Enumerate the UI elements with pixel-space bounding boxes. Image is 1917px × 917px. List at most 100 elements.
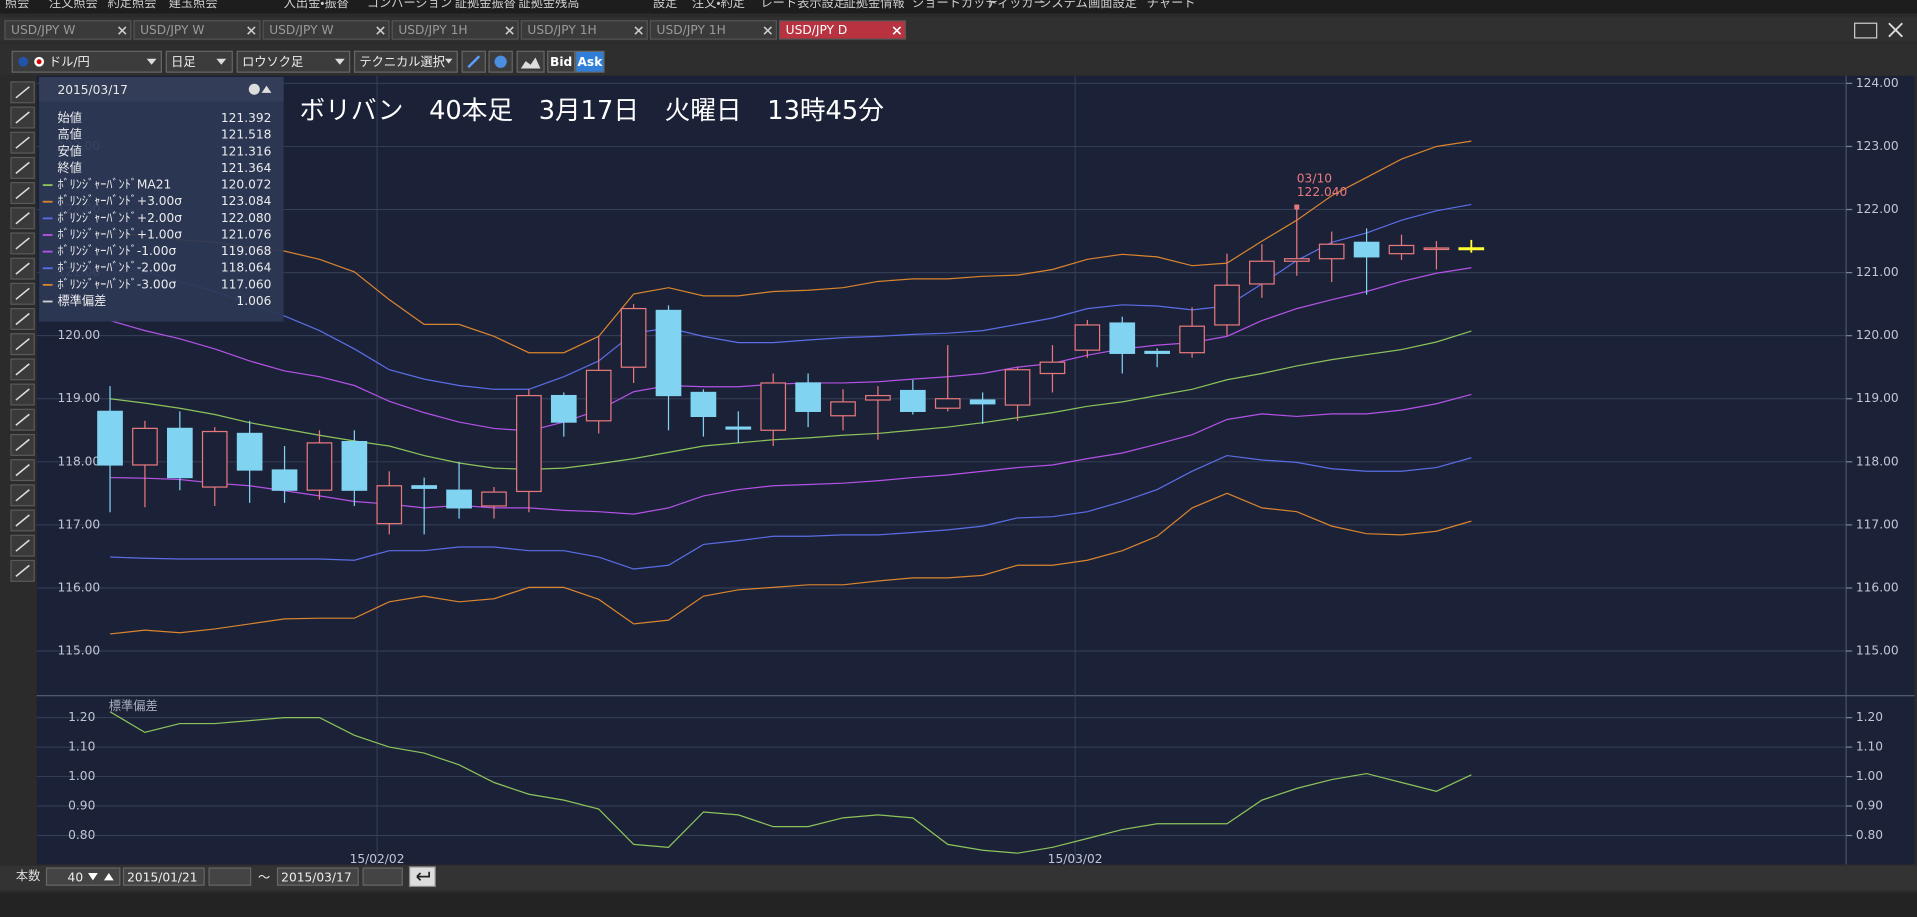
ask-button[interactable] [575, 50, 605, 73]
menu-item[interactable]: レート表示設定 [760, 0, 846, 10]
row-label: ﾎﾞﾘﾝｼﾞｬｰﾊﾞﾝﾄﾞMA21 [57, 178, 171, 192]
row-label: ﾎﾞﾘﾝｼﾞｬｰﾊﾞﾝﾄﾞ+1.00σ [57, 227, 182, 241]
bid-label: Bid [550, 55, 572, 69]
y-tick-label: 1.10 [1856, 740, 1883, 754]
menu-item[interactable]: 証拠金残高 [518, 0, 579, 10]
candle-body [1283, 258, 1310, 262]
candle-body [725, 426, 752, 430]
pair-label: ドル/円 [49, 55, 90, 69]
menu-item[interactable]: 画面設定 [1088, 0, 1137, 10]
y-tick-label: 1.00 [1856, 769, 1883, 783]
info-icon [494, 55, 507, 68]
tool-icon [15, 338, 30, 351]
tab-close[interactable] [892, 26, 902, 35]
count-down[interactable] [88, 872, 98, 881]
menu-item[interactable]: 設定 [653, 0, 677, 10]
tool-icon [15, 388, 30, 401]
to-input[interactable] [276, 867, 359, 886]
pair-select[interactable] [11, 50, 162, 73]
candle-body [1388, 244, 1415, 255]
tab[interactable] [520, 20, 648, 40]
menu-item[interactable]: コンバージョン [367, 0, 452, 10]
menu-item[interactable]: 照会 [5, 0, 29, 10]
style-label: ロウソク足 [242, 55, 303, 69]
count-input[interactable] [45, 867, 121, 886]
candle-body [446, 489, 472, 509]
timeframe-select[interactable] [165, 50, 233, 73]
menu-item[interactable]: 約定照会 [108, 0, 157, 10]
tab[interactable] [778, 20, 907, 40]
tool-icon [15, 363, 30, 376]
menu-item[interactable]: 注文・約定 [692, 0, 745, 10]
dropdown-arrow [334, 58, 345, 65]
tab[interactable] [133, 20, 261, 40]
band-line [109, 330, 1472, 470]
info-icon[interactable] [248, 83, 260, 95]
candle-body [1109, 322, 1136, 354]
bid-button[interactable] [547, 50, 576, 73]
area-icon [520, 57, 541, 69]
y-tick-label: 0.90 [1856, 799, 1883, 813]
candle-body [550, 394, 577, 423]
candle-body [1179, 325, 1205, 354]
candle-body [1458, 247, 1485, 251]
chart-title: ボリバン 40本足 3月17日 火曜日 13時45分 [300, 96, 885, 126]
tab-label: USD/JPY 1H [657, 23, 726, 37]
band-line [110, 393, 1472, 515]
y-tick-label: 118.00 [1856, 454, 1899, 468]
candle-body [341, 441, 368, 491]
tool-icon [15, 237, 30, 250]
menu-item[interactable]: 証拠金振替 [455, 0, 516, 10]
collapse-icon[interactable] [261, 85, 272, 93]
row-value: 122.080 [221, 211, 272, 225]
timeframe-label: 日足 [171, 55, 195, 69]
tab-close[interactable] [376, 26, 385, 35]
row-label: ﾎﾞﾘﾝｼﾞｬｰﾊﾞﾝﾄﾞ-1.00σ [57, 244, 176, 258]
menu-item[interactable]: 入出金・振替 [284, 0, 349, 10]
candle-body [795, 382, 821, 412]
y-tick-label: 124.00 [1856, 76, 1899, 90]
tab-close[interactable] [505, 26, 514, 35]
from-time-input[interactable] [208, 867, 252, 886]
tab[interactable] [4, 20, 132, 40]
annotation-date: 03/10 [1297, 171, 1332, 185]
menu-item[interactable]: 注文照会 [49, 0, 98, 10]
tab-label: USD/JPY 1H [527, 23, 596, 37]
tab[interactable] [649, 20, 777, 40]
row-label: ﾎﾞﾘﾝｼﾞｬｰﾊﾞﾝﾄﾞ+3.00σ [57, 194, 182, 208]
tab[interactable] [262, 20, 390, 40]
candle-body [97, 410, 123, 466]
to-time-input[interactable] [362, 867, 403, 886]
technical-select[interactable] [353, 50, 458, 73]
menu-bar [0, 0, 1917, 14]
candle-body [1423, 247, 1450, 251]
tool-icon [15, 514, 30, 527]
close-button[interactable] [1888, 22, 1903, 38]
menu-item[interactable]: チャート [1147, 0, 1196, 10]
menu-item[interactable]: ティッカー [985, 0, 1045, 10]
candle-body [969, 399, 996, 405]
tab-close[interactable] [763, 26, 773, 35]
tool-icon [15, 564, 30, 577]
ask-label: Ask [577, 55, 603, 69]
tab-close[interactable] [634, 26, 643, 35]
maximize-button[interactable] [1854, 22, 1878, 39]
chart-type-button[interactable] [516, 50, 545, 73]
count-value: 40 [68, 870, 84, 884]
tab[interactable] [391, 20, 519, 40]
candle-body [620, 307, 647, 368]
menu-item[interactable]: ショートカット [912, 0, 998, 10]
tab-close[interactable] [118, 26, 127, 35]
count-up[interactable] [103, 872, 114, 881]
from-input[interactable] [122, 867, 205, 886]
menu-item[interactable]: 建玉照会 [169, 0, 218, 10]
style-select[interactable] [236, 50, 351, 73]
candle-body [236, 432, 263, 471]
info-panel-bg [39, 77, 284, 322]
tab-close[interactable] [247, 26, 256, 35]
menu-item[interactable]: 証拠金情報 [844, 0, 905, 10]
menu-item[interactable]: システム [1039, 0, 1088, 10]
tool-icon [15, 136, 30, 149]
row-value: 117.060 [221, 277, 272, 291]
y-tick-label-left: 120.00 [57, 328, 100, 342]
